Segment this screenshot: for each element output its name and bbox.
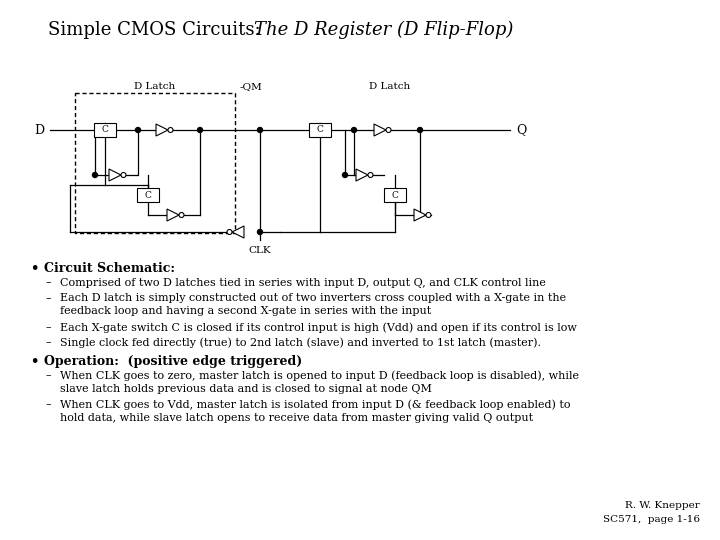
- Circle shape: [368, 172, 373, 178]
- Text: C: C: [392, 191, 398, 199]
- Circle shape: [227, 230, 232, 234]
- Circle shape: [179, 213, 184, 218]
- Bar: [75, 93, 235, 233]
- Circle shape: [121, 172, 126, 178]
- Text: Circuit Schematic:: Circuit Schematic:: [44, 262, 175, 275]
- Polygon shape: [232, 226, 244, 238]
- Circle shape: [418, 127, 423, 132]
- Text: R. W. Knepper: R. W. Knepper: [625, 501, 700, 510]
- Circle shape: [258, 127, 263, 132]
- Text: The D Register (D Flip-Flop): The D Register (D Flip-Flop): [254, 21, 513, 39]
- Text: When CLK goes to zero, master latch is opened to input D (feedback loop is disab: When CLK goes to zero, master latch is o…: [60, 370, 579, 381]
- Text: D: D: [34, 124, 44, 137]
- Text: –: –: [46, 400, 52, 409]
- Polygon shape: [356, 169, 368, 181]
- Text: –: –: [46, 278, 52, 287]
- Circle shape: [343, 172, 348, 178]
- Text: Each X-gate switch C is closed if its control input is high (Vdd) and open if it: Each X-gate switch C is closed if its co…: [60, 322, 577, 333]
- Text: D Latch: D Latch: [135, 82, 176, 91]
- Text: Each D latch is simply constructed out of two inverters cross coupled with a X-g: Each D latch is simply constructed out o…: [60, 293, 566, 303]
- Polygon shape: [374, 124, 386, 136]
- Text: D Latch: D Latch: [369, 82, 410, 91]
- Circle shape: [386, 127, 391, 132]
- Text: CLK: CLK: [248, 246, 271, 255]
- Circle shape: [258, 230, 263, 234]
- Polygon shape: [109, 169, 121, 181]
- Text: •: •: [30, 262, 38, 275]
- Text: –: –: [46, 322, 52, 332]
- Text: –: –: [46, 370, 52, 381]
- Circle shape: [168, 127, 173, 132]
- Circle shape: [92, 172, 97, 178]
- Text: –: –: [46, 338, 52, 348]
- Bar: [94, 123, 116, 137]
- Text: When CLK goes to Vdd, master latch is isolated from input D (& feedback loop ena: When CLK goes to Vdd, master latch is is…: [60, 400, 570, 410]
- Polygon shape: [414, 209, 426, 221]
- Text: Comprised of two D latches tied in series with input D, output Q, and CLK contro: Comprised of two D latches tied in serie…: [60, 278, 546, 287]
- Circle shape: [197, 127, 202, 132]
- Text: C: C: [102, 125, 109, 134]
- Text: Operation:  (positive edge triggered): Operation: (positive edge triggered): [44, 355, 302, 368]
- Text: SC571,  page 1-16: SC571, page 1-16: [603, 515, 700, 524]
- Bar: [137, 188, 159, 202]
- Polygon shape: [156, 124, 168, 136]
- Circle shape: [351, 127, 356, 132]
- Text: hold data, while slave latch opens to receive data from master giving valid Q ou: hold data, while slave latch opens to re…: [60, 413, 533, 423]
- Polygon shape: [167, 209, 179, 221]
- Text: C: C: [317, 125, 323, 134]
- Text: Single clock fed directly (true) to 2nd latch (slave) and inverted to 1st latch : Single clock fed directly (true) to 2nd …: [60, 338, 541, 348]
- Text: Simple CMOS Circuits:: Simple CMOS Circuits:: [48, 21, 272, 39]
- Text: •: •: [30, 355, 38, 368]
- Circle shape: [426, 213, 431, 218]
- Text: slave latch holds previous data and is closed to signal at node QM: slave latch holds previous data and is c…: [60, 384, 432, 394]
- Circle shape: [135, 127, 140, 132]
- Text: -QM: -QM: [240, 82, 263, 91]
- Bar: [384, 188, 406, 202]
- Text: C: C: [145, 191, 151, 199]
- Bar: [309, 123, 331, 137]
- Text: –: –: [46, 293, 52, 303]
- Text: Q: Q: [516, 124, 526, 137]
- Text: feedback loop and having a second X-gate in series with the input: feedback loop and having a second X-gate…: [60, 307, 431, 316]
